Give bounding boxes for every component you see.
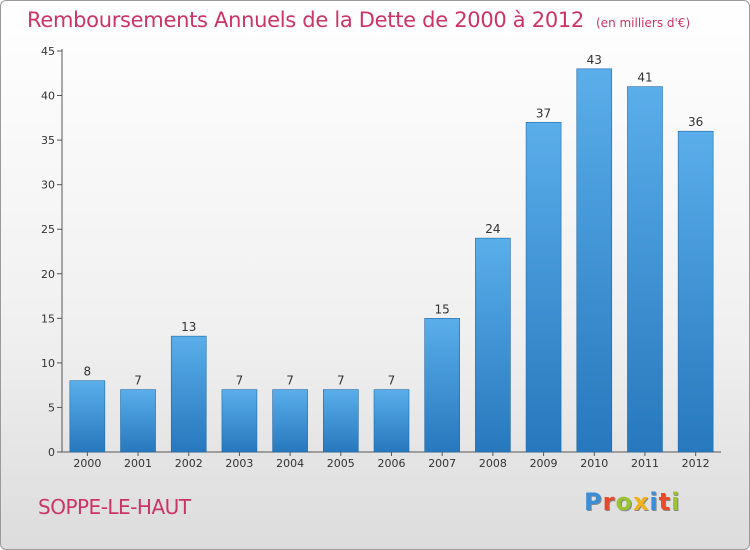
x-axis: 2000 2001 2002 2003 2004 2005 2006 2007 2008 2009… — [62, 451, 721, 470]
value-label: 15 — [435, 302, 450, 316]
bars-group — [69, 68, 714, 453]
logo-letter: P — [584, 488, 603, 516]
y-tick-label: 10 — [41, 357, 55, 370]
x-tick-label: 2010 — [580, 457, 608, 470]
x-tick-label: 2012 — [682, 457, 710, 470]
x-tick-label: 2001 — [124, 457, 152, 470]
bar-2009 — [525, 121, 562, 453]
y-tick-label: 15 — [41, 312, 55, 325]
x-tick-label: 2009 — [530, 457, 558, 470]
value-label: 37 — [536, 106, 551, 120]
value-label: 7 — [134, 374, 142, 388]
y-tick-label: 35 — [41, 134, 55, 147]
chart-title: Remboursements Annuels de la Dette de 20… — [27, 8, 690, 32]
bar-2000 — [69, 380, 106, 453]
logo-letter: i — [671, 488, 681, 516]
x-tick-label: 2000 — [73, 457, 101, 470]
bar-2001 — [120, 389, 156, 453]
y-tick-label: 20 — [41, 268, 55, 281]
x-tick-label: 2003 — [225, 457, 253, 470]
y-tick-label: 45 — [41, 45, 55, 58]
bar-2012 — [677, 130, 714, 453]
x-tick-label: 2006 — [378, 457, 406, 470]
logo-letter: x — [632, 488, 650, 516]
bar-2005 — [323, 389, 359, 453]
x-tick-label: 2004 — [276, 457, 304, 470]
unit-note: (en milliers d'€) — [596, 16, 691, 30]
value-label: 24 — [485, 222, 500, 236]
bar-2007 — [424, 318, 460, 453]
value-label: 36 — [688, 115, 703, 129]
bar-2011 — [627, 86, 663, 453]
value-label: 8 — [84, 365, 92, 379]
logo-letter: t — [658, 488, 672, 516]
value-label: 13 — [181, 320, 196, 334]
x-tick-label: 2008 — [479, 457, 507, 470]
x-tick-label: 2002 — [175, 457, 203, 470]
logo-letter: o — [615, 488, 633, 516]
x-tick-label: 2007 — [428, 457, 456, 470]
value-labels-group: 8 7 13 7 7 7 7 15 24 37 43 41 36 — [84, 53, 704, 388]
y-tick-label: 25 — [41, 223, 55, 236]
proxiti-logo: Proxiti — [584, 488, 680, 516]
y-tick-label: 0 — [48, 446, 55, 459]
y-tick-label: 30 — [41, 179, 55, 192]
value-label: 7 — [236, 374, 244, 388]
bar-2003 — [221, 389, 258, 453]
chart-title-text: Remboursements Annuels de la Dette de 20… — [27, 8, 584, 32]
bar-2010 — [576, 68, 613, 453]
value-label: 7 — [388, 374, 396, 388]
bar-2006 — [373, 389, 410, 453]
value-label: 41 — [637, 71, 652, 85]
logo-letter: i — [649, 488, 659, 516]
y-tick-label: 5 — [48, 401, 55, 414]
x-tick-label: 2011 — [631, 457, 659, 470]
x-tick-label: 2005 — [327, 457, 355, 470]
value-label: 7 — [286, 374, 294, 388]
value-label: 7 — [337, 374, 345, 388]
logo-letter: r — [602, 488, 616, 516]
bar-2002 — [170, 335, 207, 453]
commune-name: SOPPE-LE-HAUT — [38, 495, 191, 519]
y-axis: 0 5 10 15 20 25 30 35 40 45 — [41, 45, 63, 459]
y-tick-label: 40 — [41, 90, 55, 103]
bar-2008 — [475, 237, 511, 453]
bar-2004 — [272, 389, 308, 453]
value-label: 43 — [587, 53, 602, 67]
